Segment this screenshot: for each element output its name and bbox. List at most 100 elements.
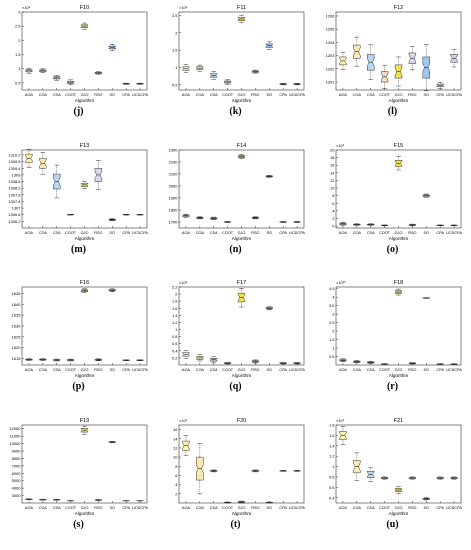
box-cpa [122, 213, 130, 215]
box-ucdcpa [450, 224, 458, 226]
panel-letter: (n) [229, 243, 242, 255]
box-coot [66, 79, 75, 86]
x-tick-label: CPA [122, 93, 130, 97]
x-tick-label: AOA [25, 506, 33, 510]
y-tick-label: 1.4 [172, 313, 178, 318]
y-tick-label: 1203 [326, 53, 336, 58]
y-tick-label: 1201 [326, 80, 336, 85]
box-coa [196, 215, 204, 219]
box-ucdcpa [293, 362, 301, 365]
box-csa [53, 498, 61, 501]
box-rso [94, 498, 103, 501]
x-tick-label: COA [196, 93, 205, 97]
x-axis-label: Algorithm [389, 373, 409, 378]
x-tick-label: CPA [436, 231, 444, 235]
x-tick-label: RSO [251, 93, 259, 97]
box-gjo [237, 153, 246, 159]
box-coot [223, 220, 232, 223]
box-rso [408, 362, 417, 365]
box-coot [223, 362, 232, 365]
box-rso [408, 46, 417, 71]
chart-panel-f16: F16 1615 1620 1625 1630 1635 1640 1645 AOA COA CSA… [0, 275, 157, 413]
y-tick-label: 14 [173, 436, 178, 441]
box-so [422, 44, 430, 92]
y-tick-label: 2000 [169, 183, 179, 188]
y-tick-label: 0 [332, 223, 335, 228]
chart-title: F21 [394, 418, 403, 424]
box-gjo [394, 485, 403, 494]
chart-svg: F14 1700 1800 1900 2000 2100 2200 2300 AOA COA CSA… [169, 143, 306, 241]
y-tick-label: 1307 [12, 205, 22, 210]
panel-letter: (o) [386, 243, 399, 255]
box-rso [251, 69, 260, 74]
chart-svg: F15 ×10⁵ 0 2 4 6 8 10 12 14 16 18 20 AOA COA CSA COOT GJO… [330, 143, 462, 241]
box-coa [196, 64, 204, 72]
x-tick-label: UCDCPA [446, 368, 462, 372]
y-tick-label: 1307.4 [8, 198, 21, 203]
x-axis-label: Algorithm [232, 511, 252, 516]
box-coa [39, 358, 47, 361]
box-rso [408, 223, 417, 226]
x-tick-label: CSA [210, 231, 218, 235]
x-tick-label: UCDCPA [446, 506, 462, 510]
chart-title: F20 [237, 418, 246, 424]
box-csa [210, 71, 218, 80]
chart-panel-f12: F12 1201 1202 1203 1204 1205 1206 AOA COA CSA COOT… [314, 0, 471, 138]
panel-letter: (s) [73, 518, 84, 530]
x-tick-label: CPA [122, 231, 130, 235]
plot-frame [178, 11, 305, 91]
x-tick-label: COOT [65, 506, 77, 510]
y-tick-label: 11000 [10, 433, 22, 438]
box-ucdcpa [293, 469, 301, 472]
y-tick-label: 2 [332, 215, 335, 220]
plot-frame [21, 286, 148, 366]
box-rso [251, 359, 260, 364]
x-tick-label: SO [110, 93, 116, 97]
x-tick-label: CSA [53, 506, 61, 510]
box-so [265, 306, 273, 311]
chart-svg: F16 1615 1620 1625 1630 1635 1640 1645 AOA COA CSA… [12, 280, 149, 378]
y-tick-label: 1206 [326, 13, 336, 18]
plot-frame [21, 424, 148, 503]
box-aoa [182, 434, 190, 456]
y-tick-label: 0.4 [329, 495, 335, 500]
y-tick-label: 4000 [12, 485, 22, 490]
y-tick-label: 1.5 [172, 48, 178, 53]
box-aoa [182, 213, 190, 218]
x-tick-label: AOA [182, 368, 190, 372]
x-tick-label: GJO [395, 368, 403, 372]
x-tick-label: COA [196, 506, 205, 510]
y-tick-label: 1 [175, 65, 178, 70]
x-tick-label: GJO [395, 93, 403, 97]
y-tick-label: 1.8 [329, 422, 335, 427]
x-tick-label: COOT [222, 506, 234, 510]
box-ucdcpa [450, 363, 458, 365]
y-tick-label: 2 [175, 292, 178, 297]
box-coa [39, 151, 47, 174]
x-tick-label: COOT [379, 93, 391, 97]
x-tick-label: COA [39, 368, 48, 372]
y-tick-label: 12 [173, 445, 178, 450]
x-tick-label: AOA [25, 93, 33, 97]
x-axis-label: Algorithm [75, 98, 95, 103]
box-so [422, 496, 430, 500]
y-tick-label: 1 [332, 346, 335, 351]
x-axis-label: Algorithm [75, 511, 95, 516]
box-coa [196, 442, 204, 494]
box-aoa [339, 51, 347, 70]
box-rso [251, 215, 260, 219]
x-tick-label: RSO [251, 506, 259, 510]
y-tick-label: 1635 [12, 313, 22, 318]
y-tick-label: 5000 [12, 478, 22, 483]
y-tick-label: 0.8 [329, 474, 335, 479]
panel-letter: (p) [72, 381, 85, 392]
box-coot [66, 358, 75, 362]
x-tick-label: COOT [379, 231, 391, 235]
panel-letter: (u) [386, 518, 399, 530]
x-tick-label: COA [39, 93, 48, 97]
x-tick-label: CPA [122, 368, 130, 372]
y-tick-label: 3 [18, 10, 21, 15]
box-so [422, 297, 430, 299]
x-tick-label: CSA [53, 231, 61, 235]
box-so [265, 174, 273, 178]
